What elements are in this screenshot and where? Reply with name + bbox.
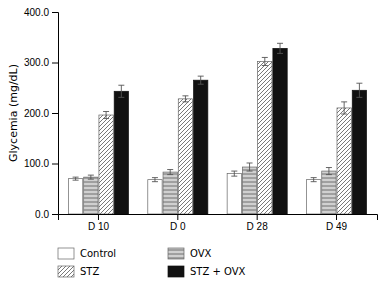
error-bar — [356, 83, 362, 97]
legend: Control OVX STZ STZ + OVX — [58, 248, 246, 277]
bar — [242, 167, 256, 214]
error-bar — [341, 102, 347, 114]
y-tick-label: 0.0 — [35, 209, 49, 220]
x-tick-mark — [257, 214, 258, 220]
error-bar — [277, 43, 283, 53]
error-bar — [118, 85, 124, 97]
y-tick-mark — [52, 12, 58, 13]
y-tick-mark — [52, 63, 58, 64]
error-bar — [167, 170, 173, 175]
legend-label: Control — [80, 248, 116, 259]
legend-item: STZ + OVX — [168, 266, 246, 277]
legend-swatch — [58, 266, 74, 277]
y-tick: 300.0 — [24, 57, 58, 68]
bar — [99, 115, 113, 214]
y-tick-label: 300.0 — [24, 57, 49, 68]
x-tick-mark — [336, 214, 337, 220]
bar — [337, 108, 351, 214]
bar — [68, 179, 82, 214]
legend-label: OVX — [190, 248, 212, 259]
legend-swatch — [168, 266, 184, 277]
legend-item: OVX — [168, 248, 212, 259]
bar — [322, 171, 336, 214]
error-bar — [247, 163, 253, 171]
bar — [178, 99, 192, 214]
legend-label: STZ — [80, 266, 99, 277]
x-tick: D 0 — [170, 214, 186, 232]
error-bar — [262, 57, 268, 65]
y-axis-line — [52, 13, 59, 215]
error-bar — [103, 111, 109, 118]
bar — [194, 80, 208, 214]
x-tick-label: D 49 — [326, 221, 348, 232]
bars — [68, 43, 366, 214]
series — [99, 57, 351, 214]
x-tick-mark — [177, 214, 178, 220]
y-axis: 0.0 100.0 200.0 300.0 400.0 — [24, 7, 59, 220]
y-tick-mark — [52, 214, 58, 215]
legend-swatch — [58, 248, 74, 259]
error-bar — [152, 178, 158, 182]
bar — [306, 180, 320, 214]
x-axis-line — [59, 215, 378, 221]
y-tick-mark — [52, 164, 58, 165]
chart: 0.0 100.0 200.0 300.0 400.0 D 10 D 0 D 28 D 49 Gl… — [0, 0, 387, 292]
x-tick: D 49 — [326, 214, 348, 232]
y-tick-label: 100.0 — [24, 158, 49, 169]
x-tick-label: D 10 — [88, 221, 110, 232]
bar — [352, 90, 366, 214]
y-tick-label: 200.0 — [24, 108, 49, 119]
y-tick: 0.0 — [35, 209, 58, 220]
series — [114, 43, 366, 214]
y-tick: 400.0 — [24, 7, 58, 18]
x-tick-label: D 0 — [170, 221, 186, 232]
bar — [114, 91, 128, 214]
legend-swatch — [168, 248, 184, 259]
legend-item: Control — [58, 248, 116, 259]
error-bar — [326, 168, 332, 175]
x-tick: D 10 — [88, 214, 110, 232]
error-bar — [88, 175, 94, 179]
y-tick: 100.0 — [24, 158, 58, 169]
error-bar — [182, 96, 188, 102]
legend-item: STZ — [58, 266, 99, 277]
x-axis: D 10 D 0 D 28 D 49 — [59, 214, 378, 232]
bar — [163, 172, 177, 214]
y-tick-label: 400.0 — [24, 7, 49, 18]
error-bar — [73, 177, 79, 180]
bar — [148, 180, 162, 214]
error-bar — [198, 76, 204, 84]
x-tick: D 28 — [247, 214, 269, 232]
bar — [273, 48, 287, 214]
error-bar — [231, 171, 237, 176]
x-tick-mark — [98, 214, 99, 220]
x-tick-label: D 28 — [247, 221, 269, 232]
error-bar — [311, 178, 317, 182]
y-axis-title: Glycemia (mg/dL) — [7, 64, 20, 162]
y-tick: 200.0 — [24, 108, 58, 119]
legend-label: STZ + OVX — [190, 266, 246, 277]
y-tick-mark — [52, 113, 58, 114]
plot: 0.0 100.0 200.0 300.0 400.0 D 10 D 0 D 28 D 49 — [24, 7, 378, 232]
bar — [227, 174, 241, 214]
bar — [84, 177, 98, 214]
bar — [258, 61, 272, 214]
